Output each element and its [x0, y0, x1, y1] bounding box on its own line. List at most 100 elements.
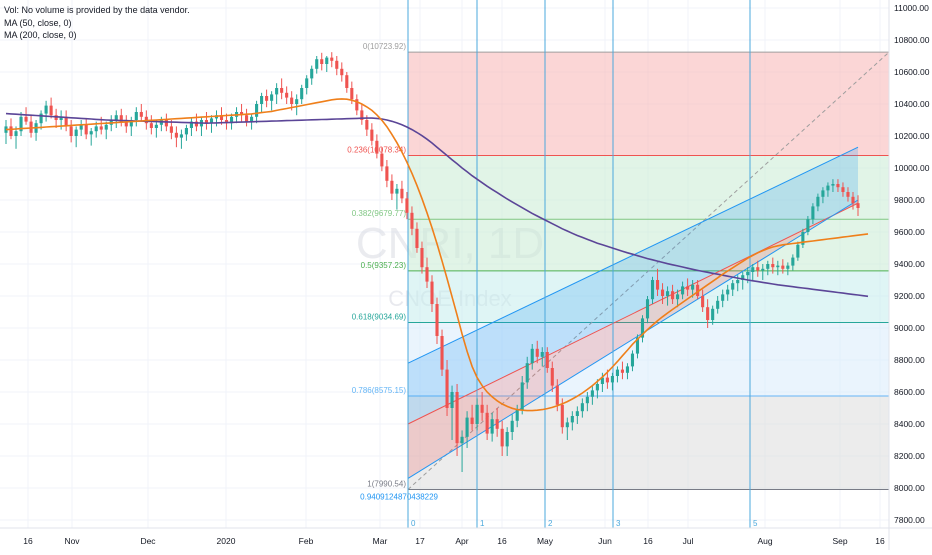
candle[interactable]	[375, 134, 379, 159]
candle[interactable]	[209, 115, 214, 133]
candle[interactable]	[315, 56, 319, 74]
candle[interactable]	[470, 404, 474, 431]
candle[interactable]	[4, 120, 8, 144]
candle[interactable]	[420, 241, 424, 274]
candle[interactable]	[535, 340, 539, 364]
candle[interactable]	[711, 305, 715, 325]
candle[interactable]	[199, 116, 204, 136]
candle[interactable]	[154, 120, 158, 138]
candle[interactable]	[640, 315, 645, 343]
candle[interactable]	[856, 195, 860, 216]
channel-upper-band[interactable]	[408, 147, 858, 424]
candle[interactable]	[450, 385, 454, 440]
candle[interactable]	[540, 347, 544, 367]
candle[interactable]	[370, 123, 374, 146]
candle[interactable]	[841, 182, 845, 197]
candle[interactable]	[355, 94, 359, 116]
candle[interactable]	[189, 118, 193, 136]
candle[interactable]	[676, 289, 680, 308]
candle[interactable]	[84, 118, 88, 140]
candle[interactable]	[550, 361, 554, 392]
candle[interactable]	[525, 356, 529, 389]
candle[interactable]	[475, 398, 479, 431]
candle[interactable]	[345, 72, 349, 93]
candle[interactable]	[515, 404, 519, 428]
candle[interactable]	[575, 406, 579, 424]
candle[interactable]	[846, 187, 850, 202]
candle[interactable]	[64, 110, 68, 132]
candle[interactable]	[54, 108, 58, 128]
candle[interactable]	[430, 275, 434, 312]
candle[interactable]	[766, 260, 770, 276]
candle[interactable]	[19, 112, 23, 136]
candle[interactable]	[465, 411, 469, 448]
candle[interactable]	[415, 222, 419, 253]
candle[interactable]	[34, 120, 38, 141]
candle[interactable]	[495, 408, 499, 437]
candle[interactable]	[756, 260, 760, 277]
candle[interactable]	[295, 94, 299, 116]
candle[interactable]	[610, 372, 614, 391]
candle[interactable]	[300, 84, 304, 104]
channel-upper-line[interactable]	[407, 146, 859, 364]
candle[interactable]	[510, 414, 514, 440]
candle[interactable]	[500, 420, 504, 456]
candle[interactable]	[545, 347, 549, 373]
candle[interactable]	[119, 108, 123, 127]
ma50-line[interactable]	[5, 98, 869, 412]
candle[interactable]	[330, 52, 334, 68]
candle[interactable]	[761, 264, 765, 280]
candle[interactable]	[114, 110, 118, 128]
candle[interactable]	[435, 297, 439, 344]
candle[interactable]	[340, 62, 344, 82]
candle[interactable]	[801, 228, 805, 248]
candle[interactable]	[129, 116, 133, 136]
candle[interactable]	[169, 120, 173, 140]
candle[interactable]	[565, 417, 569, 440]
candle[interactable]	[89, 128, 93, 146]
candle[interactable]	[335, 56, 339, 76]
candle[interactable]	[49, 97, 53, 119]
candle[interactable]	[686, 278, 690, 296]
candle[interactable]	[771, 257, 775, 274]
candle[interactable]	[440, 329, 444, 376]
candle[interactable]	[455, 384, 459, 456]
candle[interactable]	[134, 107, 138, 127]
candle[interactable]	[270, 91, 274, 111]
candle[interactable]	[580, 398, 584, 418]
candle[interactable]	[826, 182, 830, 197]
candle[interactable]	[570, 411, 574, 431]
candle[interactable]	[149, 115, 153, 135]
candle[interactable]	[395, 184, 399, 210]
candle[interactable]	[660, 283, 665, 304]
candle[interactable]	[14, 126, 18, 149]
candle[interactable]	[385, 160, 389, 188]
candle[interactable]	[650, 276, 655, 304]
candle[interactable]	[139, 104, 143, 122]
candle[interactable]	[615, 366, 619, 383]
candle[interactable]	[325, 56, 329, 72]
candle[interactable]	[320, 52, 324, 71]
candle[interactable]	[410, 206, 414, 236]
candle[interactable]	[480, 392, 484, 421]
candle[interactable]	[590, 385, 594, 405]
candle[interactable]	[360, 104, 364, 125]
candle[interactable]	[721, 289, 725, 308]
candle[interactable]	[706, 299, 710, 328]
candle[interactable]	[520, 376, 524, 415]
candle[interactable]	[124, 115, 128, 133]
candle[interactable]	[681, 281, 685, 300]
candle[interactable]	[655, 268, 660, 296]
candle[interactable]	[245, 108, 249, 127]
candle[interactable]	[275, 83, 279, 104]
candle[interactable]	[836, 179, 840, 192]
candle[interactable]	[821, 187, 825, 204]
candle[interactable]	[179, 129, 183, 149]
candle[interactable]	[490, 412, 494, 442]
candle[interactable]	[796, 241, 800, 261]
candle[interactable]	[716, 296, 720, 314]
candle[interactable]	[425, 257, 429, 288]
candle[interactable]	[184, 124, 188, 141]
candle[interactable]	[305, 75, 309, 95]
